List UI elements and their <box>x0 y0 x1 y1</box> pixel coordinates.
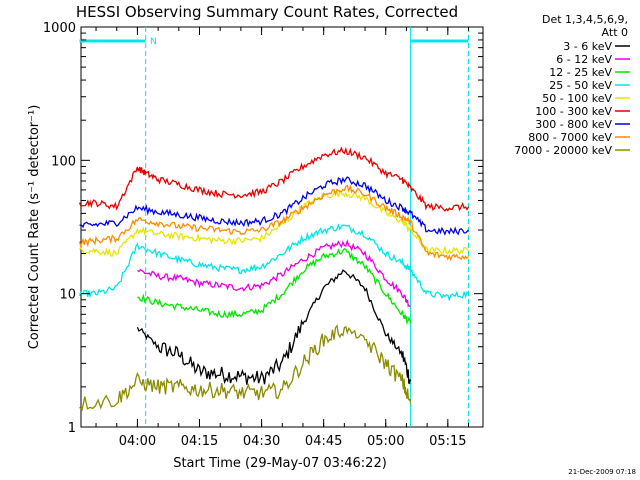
footer-timestamp: 21-Dec-2009 07:18 <box>568 468 636 476</box>
x-tick-label: 04:30 <box>243 434 280 449</box>
legend-label-2: 12 - 25 keV <box>549 66 612 79</box>
series-line-3 <box>78 223 469 302</box>
series-line-6 <box>79 176 469 236</box>
legend-label-7: 800 - 7000 keV <box>528 131 612 144</box>
x-tick-label: 04:45 <box>305 434 342 449</box>
legend-label-8: 7000 - 20000 keV <box>514 144 612 157</box>
chart-title: HESSI Observing Summary Count Rates, Cor… <box>76 3 458 21</box>
legend-label-6: 300 - 800 keV <box>535 118 612 131</box>
plot-frame <box>80 26 484 428</box>
x-axis: 04:00 04:15 04:30 04:45 05:00 05:15 <box>95 27 470 449</box>
series-line-5 <box>78 146 470 212</box>
y-tick-label: 1000 <box>43 21 76 36</box>
y-tick-label: 1 <box>68 421 76 436</box>
y-axis: 1 10 100 1000 <box>43 21 483 436</box>
x-axis-label: Start Time (29-May-07 03:46:22) <box>173 456 387 471</box>
series-layer <box>78 146 470 412</box>
series-line-2 <box>137 247 412 326</box>
x-tick-label: 05:00 <box>367 434 404 449</box>
y-tick-label: 100 <box>51 154 76 169</box>
x-tick-label: 04:15 <box>181 434 218 449</box>
legend-label-1: 6 - 12 keV <box>556 53 612 66</box>
legend-header-line-2: Att 0 <box>602 26 628 39</box>
series-line-1 <box>137 239 411 308</box>
x-tick-label: 04:00 <box>119 434 156 449</box>
y-tick-label: 10 <box>59 288 76 303</box>
series-line-0 <box>136 269 412 385</box>
legend-label-3: 25 - 50 keV <box>549 79 612 92</box>
legend-label-4: 50 - 100 keV <box>542 92 612 105</box>
series-line-7 <box>78 184 469 262</box>
x-tick-label: 05:15 <box>429 434 466 449</box>
legend-label-0: 3 - 6 keV <box>563 40 612 53</box>
series-line-8 <box>79 324 412 412</box>
legend-header-line-1: Det 1,3,4,5,6,9, <box>542 13 628 26</box>
night-marker-label: N <box>150 37 157 47</box>
legend-label-5: 100 - 300 keV <box>535 105 612 118</box>
y-axis-label: Corrected Count Rate (s⁻¹ detector⁻¹) <box>27 105 42 350</box>
